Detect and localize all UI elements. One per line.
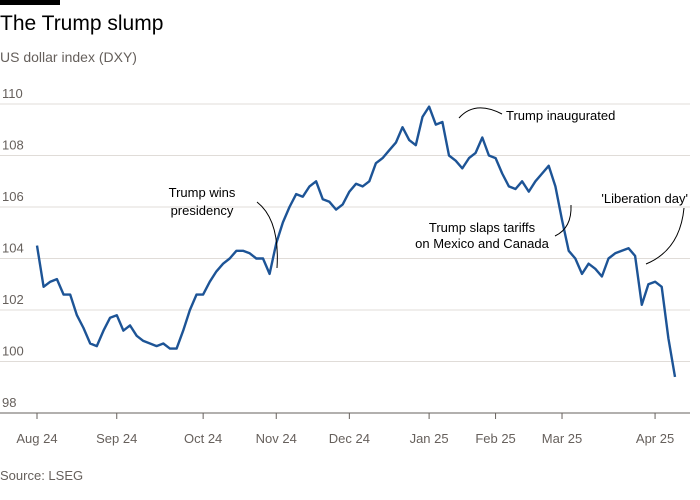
plot: [35, 105, 677, 378]
annotation: presidency: [171, 203, 234, 218]
x-tick-label: Mar 25: [542, 431, 582, 446]
annotation: Trump slaps tariffs: [429, 220, 536, 235]
x-tick-label: Dec 24: [329, 431, 370, 446]
annotations: Trump wins presidency Trump inaugurated …: [169, 107, 688, 269]
leader-line: [645, 207, 685, 265]
leader-line: [458, 107, 503, 119]
annotation: 'Liberation day': [601, 191, 688, 206]
y-tick-label: 106: [2, 189, 24, 204]
y-tick-label: 110: [2, 86, 23, 101]
chart-title: The Trump slump: [0, 12, 163, 35]
y-tick-label: 108: [2, 138, 24, 153]
brand-bar: [0, 0, 60, 5]
y-tick-label: 102: [2, 292, 24, 307]
series-line: [35, 105, 677, 378]
x-tick-label: Sep 24: [96, 431, 137, 446]
chart-subtitle: US dollar index (DXY): [0, 49, 137, 65]
y-tick-label: 98: [2, 395, 16, 410]
leader-line: [554, 204, 572, 237]
x-tick-label: Jan 25: [410, 431, 449, 446]
x-tick-label: Oct 24: [184, 431, 222, 446]
x-tick-label: Apr 25: [636, 431, 674, 446]
source: Source: LSEG: [0, 468, 83, 483]
y-tick-label: 100: [2, 344, 24, 359]
annotation: on Mexico and Canada: [415, 236, 549, 251]
annotation: Trump inaugurated: [506, 108, 615, 123]
grid: 98 100 102 104 106 108 110 Aug 24 Sep 24 Oct 24 No…: [0, 86, 690, 446]
x-tick-label: Feb 25: [475, 431, 515, 446]
leader-line: [256, 201, 278, 269]
annotation: Trump wins: [169, 185, 236, 200]
x-tick-label: Nov 24: [256, 431, 297, 446]
y-tick-label: 104: [2, 241, 24, 256]
x-tick-label: Aug 24: [16, 431, 57, 446]
